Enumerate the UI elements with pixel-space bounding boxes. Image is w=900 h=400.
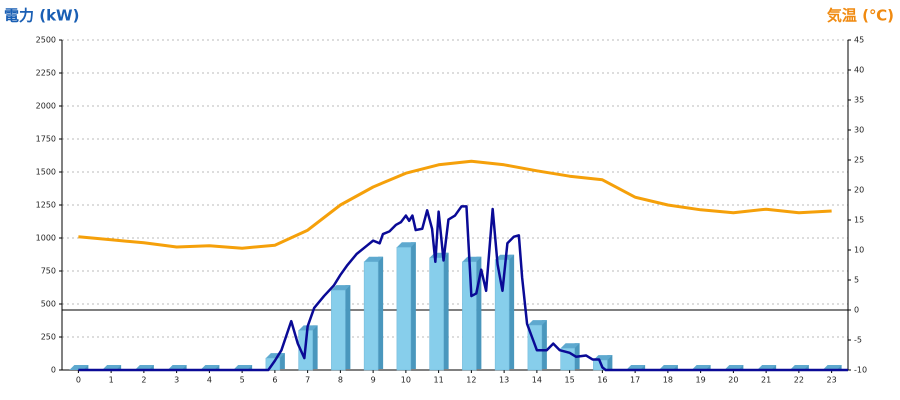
x-tick-label: 22 bbox=[794, 376, 804, 385]
y2-tick-label: -10 bbox=[854, 366, 867, 375]
x-tick-label: 0 bbox=[76, 376, 81, 385]
x-tick-label: 5 bbox=[240, 376, 245, 385]
bar-side bbox=[607, 355, 613, 369]
y-tick-label: 1750 bbox=[36, 135, 56, 144]
x-tick-label: 2 bbox=[141, 376, 146, 385]
y-tick-label: 2250 bbox=[36, 69, 56, 78]
x-tick-label: 21 bbox=[761, 376, 771, 385]
y-tick-label: 500 bbox=[41, 300, 56, 309]
x-tick-label: 4 bbox=[207, 376, 212, 385]
y-tick-label: 2000 bbox=[36, 102, 56, 111]
x-tick-label: 11 bbox=[434, 376, 444, 385]
bar bbox=[494, 259, 510, 371]
y2-tick-label: -5 bbox=[854, 336, 862, 345]
y2-tick-label: 5 bbox=[854, 276, 859, 285]
bar-side bbox=[541, 320, 547, 369]
bar bbox=[396, 246, 412, 371]
bar-top bbox=[527, 320, 547, 326]
y-tick-label: 750 bbox=[41, 267, 56, 276]
x-tick-label: 12 bbox=[466, 376, 476, 385]
x-tick-label: 17 bbox=[630, 376, 640, 385]
x-tick-label: 14 bbox=[532, 376, 542, 385]
y-tick-label: 0 bbox=[51, 366, 56, 375]
y2-tick-label: 10 bbox=[854, 246, 864, 255]
bar bbox=[429, 257, 444, 371]
y-axis-title: 電力 (kW) bbox=[4, 7, 79, 25]
x-tick-label: 6 bbox=[272, 376, 277, 385]
y2-tick-label: 40 bbox=[854, 66, 864, 75]
x-tick-label: 3 bbox=[174, 376, 179, 385]
bar-side bbox=[378, 256, 384, 369]
y2-axis-title: 気温 (℃) bbox=[827, 7, 894, 25]
x-tick-label: 13 bbox=[499, 376, 509, 385]
bar bbox=[363, 261, 379, 371]
x-tick-label: 1 bbox=[109, 376, 114, 385]
y2-tick-label: 35 bbox=[854, 96, 864, 105]
line bbox=[78, 159, 832, 250]
bar-side bbox=[279, 353, 285, 369]
bar-top bbox=[396, 242, 416, 248]
bar-top bbox=[462, 256, 482, 262]
bar-side bbox=[443, 252, 449, 369]
x-tick-label: 15 bbox=[565, 376, 575, 385]
y-tick-label: 1000 bbox=[36, 234, 56, 243]
y-tick-label: 2500 bbox=[36, 36, 56, 45]
bar-top bbox=[560, 343, 580, 349]
bar-top bbox=[495, 254, 515, 260]
x-tick-label: 20 bbox=[728, 376, 738, 385]
y2-tick-label: 15 bbox=[854, 216, 864, 225]
y2-tick-label: 25 bbox=[854, 156, 864, 165]
x-tick-label: 23 bbox=[827, 376, 837, 385]
bar-top bbox=[364, 256, 384, 262]
bar-side bbox=[476, 256, 482, 369]
y-tick-label: 1250 bbox=[36, 201, 56, 210]
x-tick-label: 7 bbox=[305, 376, 310, 385]
x-tick-label: 10 bbox=[401, 376, 411, 385]
bar-side bbox=[345, 285, 351, 369]
x-tick-label: 9 bbox=[371, 376, 376, 385]
line bbox=[78, 205, 848, 372]
y2-tick-label: 45 bbox=[854, 36, 864, 45]
y2-tick-label: 20 bbox=[854, 186, 864, 195]
bar-side bbox=[509, 254, 515, 369]
bar-top bbox=[331, 285, 351, 291]
y-tick-label: 250 bbox=[41, 333, 56, 342]
y-tick-label: 1500 bbox=[36, 168, 56, 177]
x-tick-label: 8 bbox=[338, 376, 343, 385]
x-tick-label: 18 bbox=[663, 376, 673, 385]
bar bbox=[331, 289, 346, 371]
x-tick-label: 19 bbox=[696, 376, 706, 385]
x-tick-label: 16 bbox=[597, 376, 607, 385]
y2-tick-label: 0 bbox=[854, 306, 859, 315]
y2-tick-label: 30 bbox=[854, 126, 864, 135]
bar-side bbox=[410, 242, 416, 369]
bar-side bbox=[312, 325, 318, 369]
